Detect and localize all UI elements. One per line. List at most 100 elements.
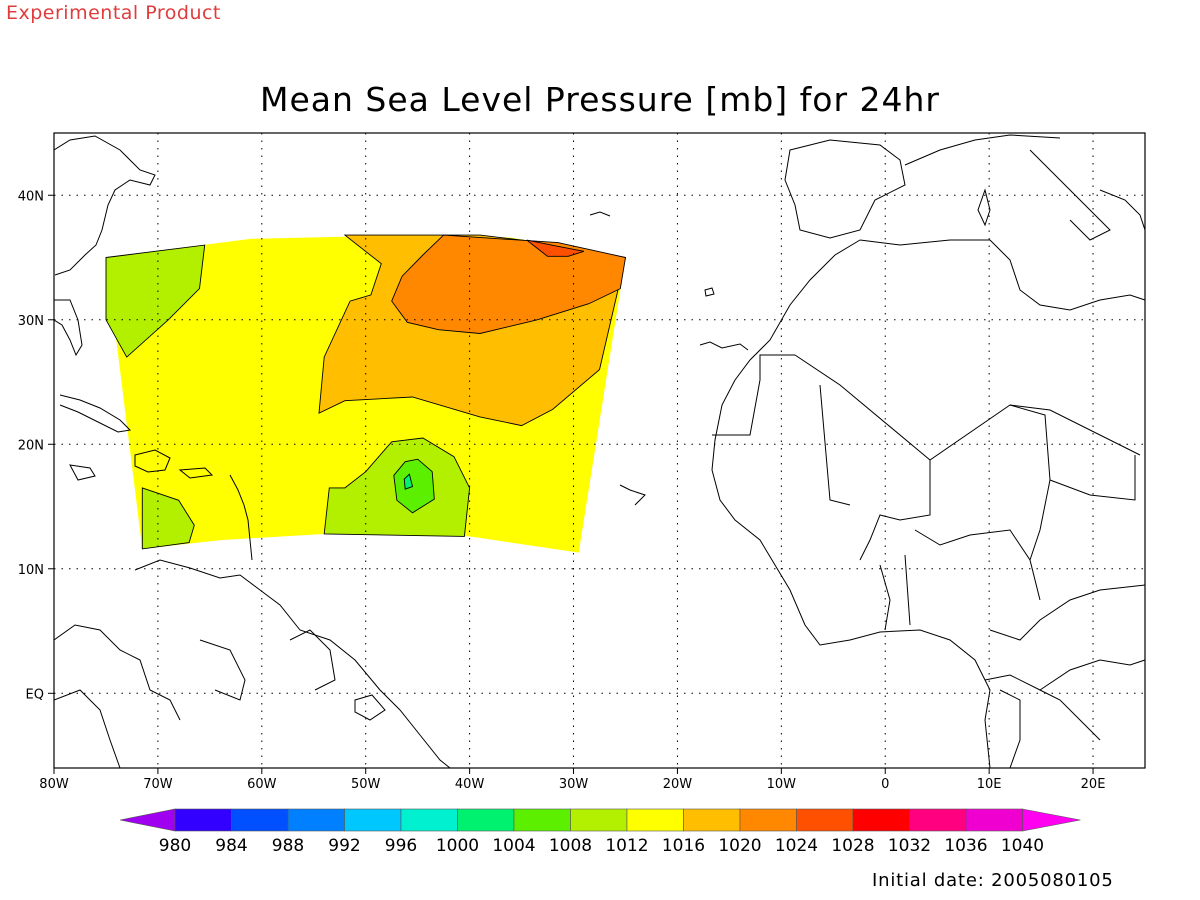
colorbar-label: 1040 (1001, 836, 1044, 856)
colorbar-label: 992 (328, 836, 360, 856)
y-tick-label: 40N (18, 189, 44, 204)
coastline-segment (619, 484, 646, 506)
x-tick-label: 20W (663, 777, 693, 792)
pressure-region-1000-1004 (403, 473, 414, 490)
colorbar-swatch (174, 808, 232, 832)
colorbar-swatch (739, 808, 797, 832)
grid-layer (54, 133, 1145, 768)
colorbar-label: 1036 (944, 836, 987, 856)
y-tick-label: 30N (18, 314, 44, 329)
coastline-segment (54, 299, 83, 357)
x-tick-label: 50W (351, 777, 381, 792)
coastline-layer (54, 134, 1145, 768)
coastline-segment (59, 394, 132, 433)
colorbar-swatch (570, 808, 628, 832)
colorbar-swatch (457, 808, 515, 832)
x-tick-label: 70W (143, 777, 173, 792)
coastline-segment (1039, 659, 1145, 691)
coastline-segment (54, 689, 121, 768)
x-tick-label: 20E (1081, 777, 1106, 792)
colorbar-label: 1016 (662, 836, 705, 856)
colorbar-swatch (287, 808, 345, 832)
coastline-segment (1029, 149, 1111, 241)
colorbar-label: 1028 (831, 836, 874, 856)
pressure-fill-layer (105, 234, 627, 553)
y-tick-label: 10N (18, 563, 44, 578)
initial-date-label: Initial date: 2005080105 (872, 870, 1114, 891)
colorbar-swatch (513, 808, 571, 832)
colorbar-label: 1008 (549, 836, 592, 856)
x-tick-label: 10W (767, 777, 797, 792)
pressure-region-1004-1008 (393, 458, 435, 514)
colorbar-label: 1012 (605, 836, 648, 856)
coastline-segment (704, 287, 715, 297)
colorbar-label: 1004 (492, 836, 535, 856)
coastline-segment (914, 529, 1041, 601)
coastline-segment (1049, 455, 1136, 501)
colorbar-arrow-high (1022, 808, 1081, 832)
coastline-segment (354, 694, 386, 721)
experimental-product-label: Experimental Product (6, 2, 221, 24)
y-tick-label: 20N (18, 438, 44, 453)
coastline-segment (289, 629, 336, 691)
coastline-segment (54, 135, 156, 276)
x-tick-label: 30W (559, 777, 589, 792)
colorbar-arrow-low (119, 808, 176, 832)
pressure-region-1008-1012 (105, 244, 206, 358)
x-tick-label: 80W (39, 777, 69, 792)
colorbar-label: 980 (159, 836, 191, 856)
colorbar-swatch (231, 808, 289, 832)
y-tick-label: EQ (26, 687, 44, 702)
colorbar-label: 1020 (718, 836, 761, 856)
coastline-segment (859, 460, 931, 561)
colorbar-swatch (400, 808, 458, 832)
coastline-segment (712, 354, 795, 436)
colorbar-swatch (344, 808, 402, 832)
colorbar-swatch (909, 808, 967, 832)
coastline-segment (711, 239, 991, 768)
pressure-region-1008-1012 (141, 487, 195, 550)
coastline-segment (819, 384, 851, 506)
colorbar-label: 996 (385, 836, 417, 856)
coastline-segment (904, 134, 1061, 166)
coastline-segment (859, 239, 1145, 311)
colorbar-label: 988 (272, 836, 304, 856)
coastline-segment (879, 564, 891, 631)
coastline-segment (984, 674, 1101, 741)
colorbar-swatch (626, 808, 684, 832)
coastline-segment (54, 624, 181, 721)
coastline-segment (178, 467, 214, 479)
x-tick-label: 60W (247, 777, 277, 792)
colorbar-swatch (796, 808, 854, 832)
pressure-region-1024-1028 (526, 239, 585, 257)
coastline-segment (589, 211, 611, 217)
pressure-region-1020-1024 (391, 234, 627, 334)
axis-tick-layer: 80W 70W 60W 50W 40W 30W 20W 10W 0 10E 20E 40N 30N 20N… (18, 189, 1106, 792)
colorbar-label: 1024 (775, 836, 818, 856)
coastline-segment (69, 464, 96, 481)
coastline-segment (989, 584, 1145, 641)
chart-title: Mean Sea Level Pressure [mb] for 24hr (259, 80, 941, 119)
colorbar-label: 984 (215, 836, 247, 856)
colorbar: 980 984 988 992 996 1000 1004 1008 1012 1016 1020 1… (119, 808, 1081, 856)
coastline-segment (699, 341, 749, 351)
colorbar-label: 1032 (888, 836, 931, 856)
coastline-segment (134, 559, 451, 768)
coastline-segment (134, 449, 171, 473)
colorbar-label: 1000 (436, 836, 479, 856)
coastline-segment (904, 554, 911, 626)
x-tick-label: 10E (977, 777, 1002, 792)
colorbar-swatch (683, 808, 741, 832)
coastline-segment (229, 474, 253, 561)
coastline-segment (784, 139, 906, 239)
coastline-segment (977, 188, 991, 227)
plot-frame (53, 132, 1146, 769)
x-tick-label: 40W (455, 777, 485, 792)
coastline-segment (794, 354, 1141, 461)
colorbar-swatch (965, 808, 1023, 832)
x-tick-label: 0 (881, 777, 889, 792)
colorbar-swatch (852, 808, 910, 832)
coastline-segment (999, 689, 1021, 768)
coastline-segment (199, 639, 246, 701)
